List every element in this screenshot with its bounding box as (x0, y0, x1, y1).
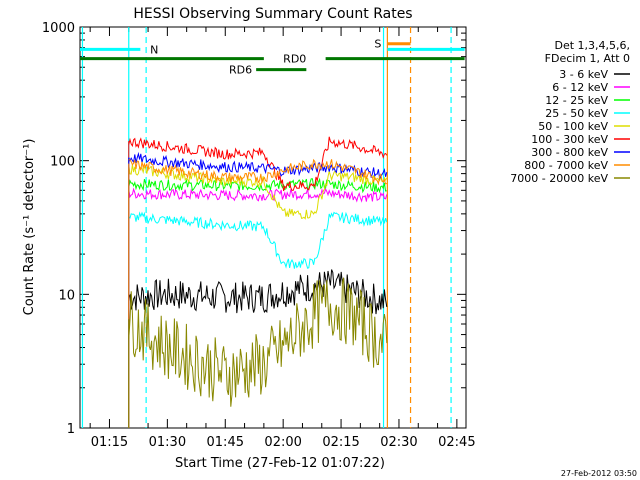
plot-frame (79, 26, 467, 429)
chart-title: HESSI Observing Summary Count Rates (133, 6, 412, 22)
x-axis-label: Start Time (27-Feb-12 01:07:22) (175, 456, 385, 471)
annotation-label: RD6 (229, 64, 252, 77)
x-tick-label: 02:00 (264, 435, 301, 450)
legend-entry-label: 25 - 50 keV (545, 107, 608, 120)
series-line (128, 177, 387, 194)
series-line (128, 136, 388, 192)
y-tick-label: 1000 (42, 21, 75, 36)
series-line (128, 277, 388, 407)
legend-entry-label: 7000 - 20000 keV (510, 172, 608, 185)
y-axis-label: Count Rate (s⁻¹ detector⁻¹) (22, 139, 37, 316)
x-tick-label: 02:30 (380, 435, 417, 450)
x-tick-label: 02:45 (438, 435, 475, 450)
series-line (128, 211, 388, 269)
legend: Det 1,3,4,5,6,FDecim 1, Att 0 3 - 6 keV6 … (510, 39, 630, 185)
series-line (128, 158, 388, 186)
legend-entry-label: 100 - 300 keV (531, 133, 608, 146)
series-line (128, 187, 388, 203)
legend-entry-label: 6 - 12 keV (552, 81, 608, 94)
y-tick-label: 1 (67, 422, 75, 437)
legend-entry-label: 800 - 7000 keV (524, 159, 608, 172)
series-line (128, 151, 388, 181)
legend-header: Det 1,3,4,5,6, (554, 39, 630, 52)
legend-entry-label: 300 - 800 keV (531, 146, 608, 159)
annotation-label: RD0 (283, 53, 306, 66)
x-tick-label: 02:15 (322, 435, 359, 450)
x-tick-label: 01:15 (91, 435, 128, 450)
footer-stamp: 27-Feb-2012 03:50 (561, 469, 637, 478)
legend-entry-label: 3 - 6 keV (559, 68, 608, 81)
y-tick-label: 100 (50, 155, 75, 170)
legend-header: FDecim 1, Att 0 (545, 52, 630, 65)
x-tick-label: 01:45 (207, 435, 244, 450)
legend-entry-label: 50 - 100 keV (538, 120, 608, 133)
plot-area: 1 10 100 1000 01:15 01:30 01:45 02:00 02:15 02:30… (42, 21, 476, 450)
annotation-label: N (150, 43, 158, 56)
annotation-label: S (374, 38, 381, 51)
y-tick-label: 10 (58, 288, 75, 303)
x-tick-label: 01:30 (149, 435, 186, 450)
legend-entry-label: 12 - 25 keV (545, 94, 608, 107)
series-line (128, 269, 388, 315)
